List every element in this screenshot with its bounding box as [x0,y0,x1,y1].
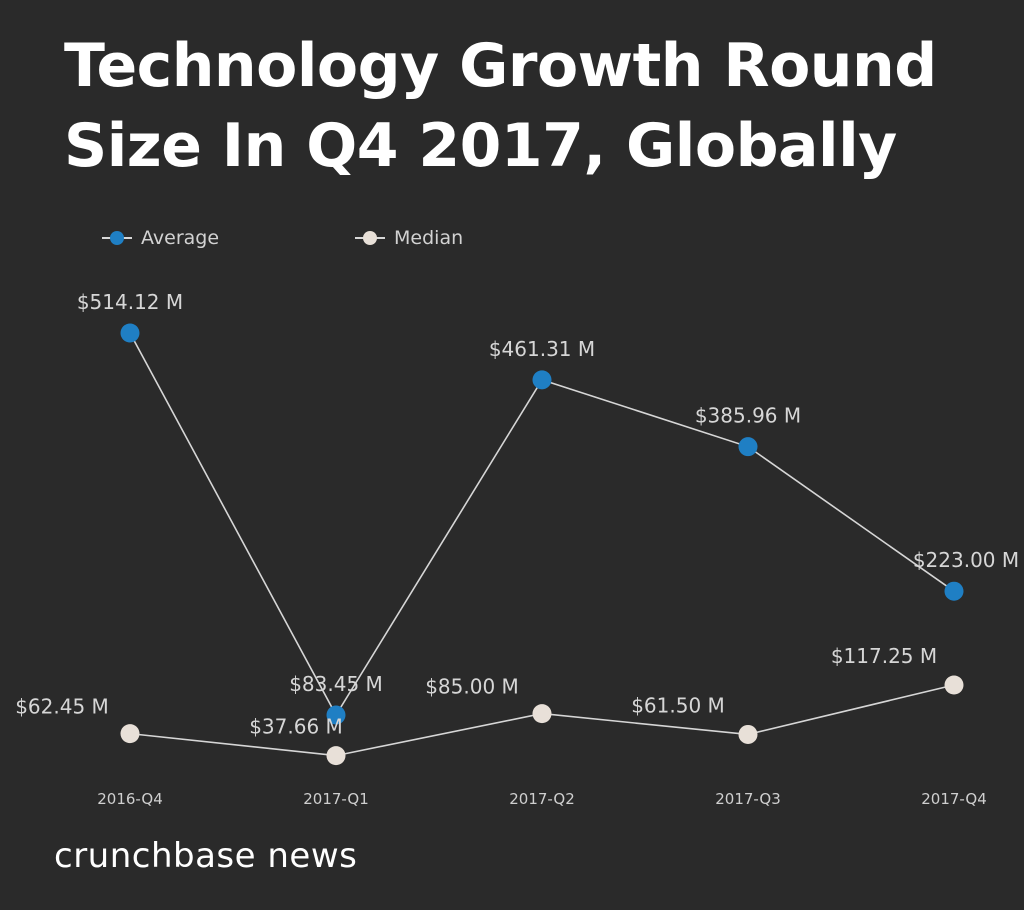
data-point-average-2017-q1[interactable] [326,705,346,725]
chart-title-line-1: Technology Growth Round [64,31,937,101]
data-label-median-2016-q4: $62.45 M [15,695,109,719]
data-point-average-2017-q2[interactable] [532,370,552,390]
crunchbase-news-logo: crunchbase news [54,836,358,876]
data-label-median-2017-q4: $117.25 M [831,644,937,668]
x-tick-label-2017-q4: 2017-Q4 [921,790,987,808]
data-label-median-2017-q1: $37.66 M [249,715,343,739]
chart-legend: Average Median [102,224,463,252]
chart-title-line-2: Size In Q4 2017, Globally [64,111,897,181]
data-label-median-2017-q3: $61.50 M [631,693,725,717]
chart-title: Technology Growth Round Size In Q4 2017,… [64,26,964,186]
data-label-average-2017-q4: $223.00 M [913,548,1019,572]
data-label-average-2017-q1: $83.45 M [289,672,383,696]
legend-item-median[interactable]: Median [355,227,463,249]
data-point-median-2017-q4[interactable] [944,675,964,695]
data-label-average-2017-q2: $461.31 M [489,337,595,361]
legend-item-average[interactable]: Average [102,227,219,249]
legend-label-median: Median [394,227,464,249]
data-label-median-2017-q2: $85.00 M [425,675,519,699]
x-tick-label-2017-q3: 2017-Q3 [715,790,781,808]
data-point-median-2017-q3[interactable] [738,724,758,744]
legend-swatch-average [102,228,132,248]
legend-label-average: Average [141,227,220,249]
x-tick-label-2017-q1: 2017-Q1 [303,790,369,808]
data-label-average-2017-q3: $385.96 M [695,404,801,428]
data-point-average-2017-q3[interactable] [738,437,758,457]
data-point-average-2017-q4[interactable] [944,581,964,601]
data-point-median-2017-q2[interactable] [532,704,552,724]
x-tick-label-2017-q2: 2017-Q2 [509,790,575,808]
data-point-median-2017-q1[interactable] [326,746,346,766]
data-label-average-2016-q4: $514.12 M [77,290,183,314]
x-tick-label-2016-q4: 2016-Q4 [97,790,163,808]
data-point-average-2016-q4[interactable] [120,323,140,343]
legend-swatch-median [355,228,386,248]
data-point-median-2016-q4[interactable] [120,724,140,744]
